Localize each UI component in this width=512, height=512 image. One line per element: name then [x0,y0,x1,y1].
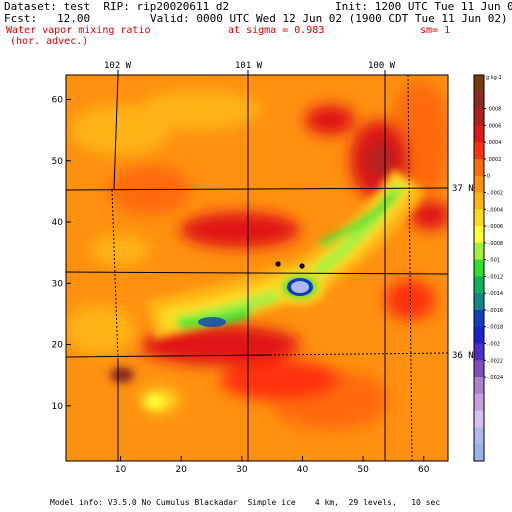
colorbar-label: -.0022 [487,358,503,364]
colorbar-label: 0 [487,174,490,180]
colorbar-swatch [474,444,484,462]
lon-label-100w: 100 W [368,61,396,71]
colorbar-swatch [474,427,484,445]
colorbar-swatch [474,226,484,244]
county-lines [111,75,413,461]
colorbar-swatch [474,125,484,143]
colorbar-label: -.0012 [487,274,503,280]
colorbar-swatch [474,158,484,177]
colorbar-swatch [474,242,484,261]
colorbar-label: .0004 [487,140,501,146]
colorbar-swatch [474,410,484,428]
colorbar-swatch [474,360,484,378]
colorbar-swatch [474,309,484,328]
model-info: Model info: V3.5.0 No Cumulus Blackadar … [50,498,441,507]
colorbar-swatch [474,108,484,126]
lat-label-37n: 37 N [452,184,474,194]
colorbar-label: .0002 [487,157,501,163]
colorbar-swatch [474,343,484,361]
smoothing: sm= 1 [420,25,451,36]
colorbar-swatch [474,393,484,412]
colorbar-label: -.0024 [487,375,503,381]
colorbar-label: -.0002 [487,190,503,196]
field-shading [66,75,448,461]
colorbar-swatch [474,75,484,93]
colorbar-unit: g kg-1 [486,75,502,81]
colorbar-swatch [474,276,484,294]
colorbar-label: -.0006 [487,224,503,230]
colorbar-label: -.0016 [487,308,503,314]
colorbar-label: .0006 [487,123,501,129]
field-name: Water vapor mixing ratio [6,25,151,36]
y-tick-label: 60 [52,96,64,106]
lat-label-36n: 36 N [452,351,474,361]
axis-ticks: 10 20 30 40 50 60 10 20 30 40 50 60 [52,96,430,475]
colorbar-label: -.001 [487,258,500,264]
x-tick-label: 50 [357,465,369,475]
lon-label-102w: 102 W [104,61,132,71]
y-tick-label: 30 [52,279,64,289]
y-tick-label: 20 [52,341,64,351]
x-tick-label: 30 [236,465,248,475]
colorbar-swatch [474,142,484,160]
forecast-hour: Fcst: 12.00 [4,12,91,25]
station-marker [299,263,305,269]
valid-time: Valid: 0000 UTC Wed 12 Jun 02 (1900 CDT … [150,12,508,25]
init-time: Init: 1200 UTC Tue 11 Jun 02 [335,0,512,13]
x-tick-label: 20 [175,465,187,475]
y-tick-label: 40 [52,218,64,228]
colorbar-label: -.0014 [487,291,503,297]
colorbar-label: -.0018 [487,325,503,331]
y-tick-label: 50 [52,157,64,167]
dataset-line: Dataset: test RIP: rip20020611 d2 [4,0,230,13]
colorbar-swatch [474,209,484,227]
colorbar-label: -.002 [487,342,500,348]
colorbar-swatch [474,293,484,311]
colorbar-swatch [474,259,484,277]
colorbar-swatch [474,326,484,345]
colorbar: g kg-1 .0008 .0006 .0004 .0002 0 -.0002 -.0004 -… [473,74,503,462]
x-tick-label: 60 [418,465,430,475]
colorbar-label: -.0004 [487,207,503,213]
colorbar-label: .0008 [487,107,501,113]
colorbar-swatch [474,91,484,110]
sigma-level: at sigma = 0.983 [228,25,325,36]
y-tick-label: 10 [52,402,64,412]
colorbar-label: -.0008 [487,241,503,247]
map-frame [65,74,449,462]
colorbar-swatch [474,377,484,395]
field-subtitle: (hor. advec.) [10,36,89,47]
station-marker [275,261,281,267]
colorbar-swatch [474,175,484,193]
state-borders [66,75,448,461]
x-tick-label: 40 [297,465,309,475]
colorbar-swatch [474,192,484,210]
x-tick-label: 10 [115,465,127,475]
lon-label-101w: 101 W [235,61,263,71]
colorbar-frame [473,74,485,462]
